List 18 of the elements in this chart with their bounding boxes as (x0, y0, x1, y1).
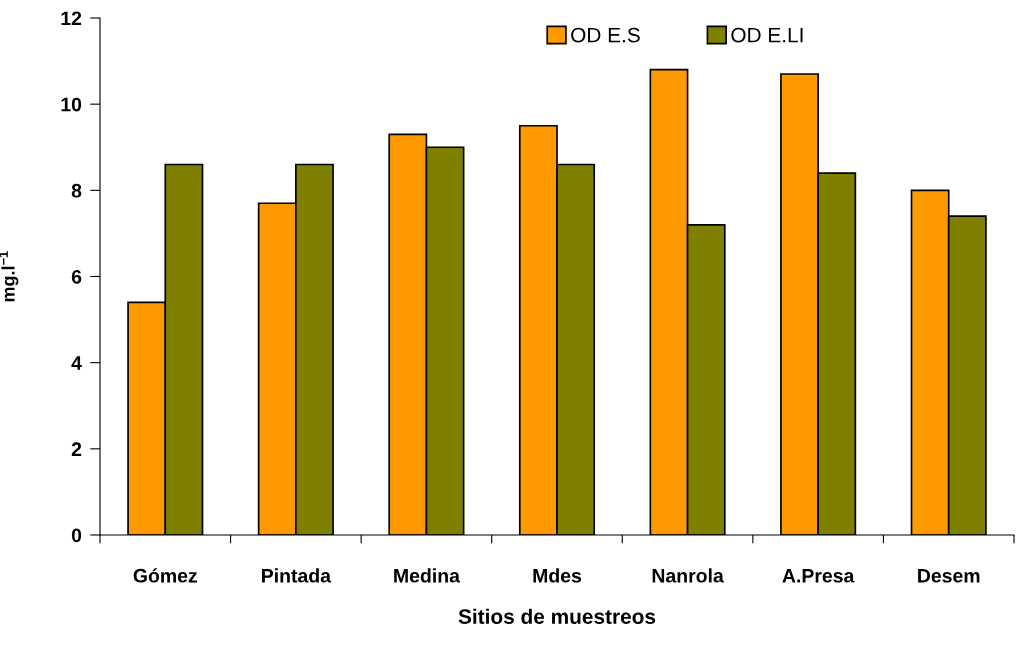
y-tick-label: 2 (71, 442, 82, 456)
y-tick-label: 8 (71, 183, 82, 198)
x-tick-label: Nanrola (652, 568, 724, 583)
x-axis-title: Sitios de muestreos (458, 608, 656, 624)
x-tick-label: A.Presa (782, 569, 855, 583)
y-tick-label: 0 (71, 528, 82, 543)
x-tick-label: Medina (394, 568, 461, 583)
y-axis-title: mg.l$^{−1}$ (0, 251, 19, 302)
y-tick-label: 4 (71, 356, 82, 370)
y-tick-label: 6 (71, 269, 82, 284)
x-tick-label: Gómez (133, 568, 197, 583)
legend-label: OD E.LI (731, 27, 803, 43)
x-tick-label: Mdes (533, 568, 582, 583)
x-tick-label: Pintada (262, 568, 332, 583)
y-tick-label: 12 (61, 11, 82, 26)
x-tick-label: Desem (918, 569, 980, 583)
legend-label: OD E.S (571, 27, 640, 43)
y-tick-label: 10 (61, 97, 82, 112)
